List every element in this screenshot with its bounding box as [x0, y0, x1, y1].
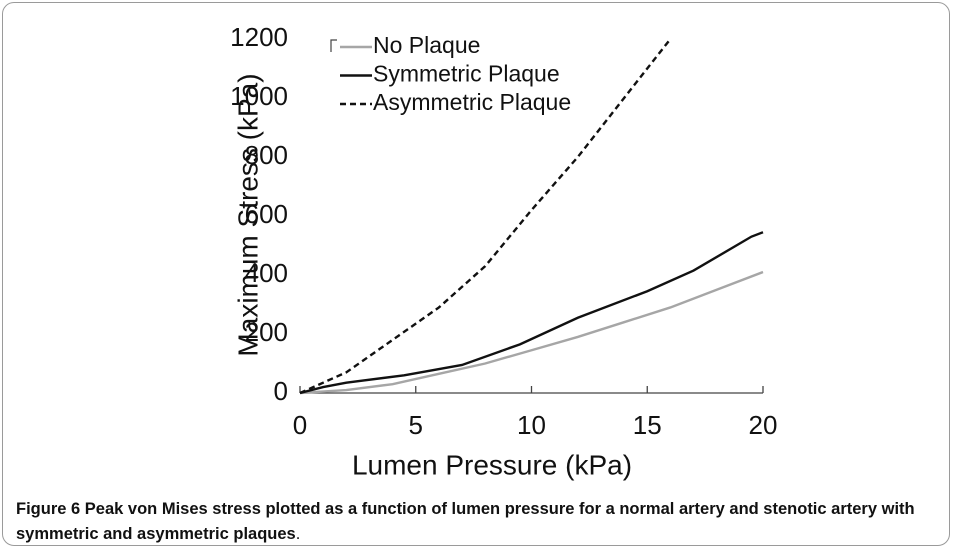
y-tick-label: 1200: [230, 22, 288, 52]
series-line: [299, 231, 764, 395]
caption-end: .: [295, 525, 301, 543]
x-tick-label: 5: [409, 410, 423, 440]
figure-frame: [2, 2, 950, 546]
caption-text: Peak von Mises stress plotted as a funct…: [16, 500, 915, 543]
y-tick-label: 800: [245, 140, 288, 170]
y-tick-label: 200: [245, 317, 288, 347]
x-tick-label: 15: [633, 410, 662, 440]
legend-label: No Plaque: [373, 32, 480, 58]
legend-label: Asymmetric Plaque: [373, 89, 571, 115]
y-axis-title: Maximum Stress (kPa): [232, 73, 263, 356]
caption-label: Figure 6: [16, 500, 81, 518]
legend-label: Symmetric Plaque: [373, 61, 560, 87]
x-tick-label: 0: [293, 410, 307, 440]
y-tick-label: 0: [274, 376, 288, 406]
y-tick-label: 1000: [230, 81, 288, 111]
legend-frame: [330, 39, 337, 52]
series-line: [299, 38, 672, 395]
caption: Figure 6 Peak von Mises stress plotted a…: [16, 497, 942, 547]
y-tick-label: 600: [245, 199, 288, 229]
x-tick-label: 10: [517, 410, 546, 440]
x-tick-label: 20: [749, 410, 778, 440]
series-line: [299, 270, 764, 395]
x-axis-title: Lumen Pressure (kPa): [352, 449, 632, 480]
y-tick-label: 400: [245, 258, 288, 288]
